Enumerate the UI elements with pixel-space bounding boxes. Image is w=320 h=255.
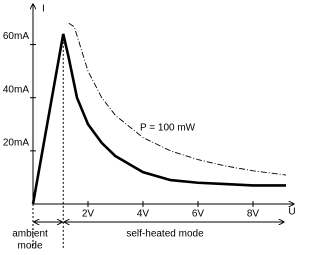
x-tick-label: 6V bbox=[192, 209, 205, 220]
y-tick-label: 60mA bbox=[3, 31, 29, 42]
x-tick-label: 8V bbox=[247, 209, 260, 220]
x-axis-label: U bbox=[288, 207, 295, 218]
annotation: mode bbox=[17, 241, 42, 252]
y-tick-label: 40mA bbox=[3, 84, 29, 95]
x-tick-label: 4V bbox=[137, 209, 150, 220]
line bbox=[31, 33, 286, 205]
annotation: ambient bbox=[12, 229, 48, 240]
chart: I U P = 100 mW ambient mode self-heated … bbox=[3, 0, 296, 252]
y-axis-label: I bbox=[42, 4, 45, 15]
annotation: self-heated mode bbox=[126, 229, 204, 240]
annotation: P = 100 mW bbox=[140, 123, 196, 134]
y-tick-label: 20mA bbox=[3, 137, 29, 148]
x-tick-label: 2V bbox=[82, 209, 95, 220]
line bbox=[68, 22, 287, 176]
